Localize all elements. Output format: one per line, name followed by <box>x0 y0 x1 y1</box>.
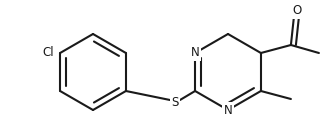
Text: O: O <box>292 5 302 18</box>
Text: Cl: Cl <box>43 47 54 59</box>
Text: S: S <box>171 96 179 109</box>
Text: N: N <box>224 104 232 116</box>
Text: N: N <box>191 47 199 59</box>
